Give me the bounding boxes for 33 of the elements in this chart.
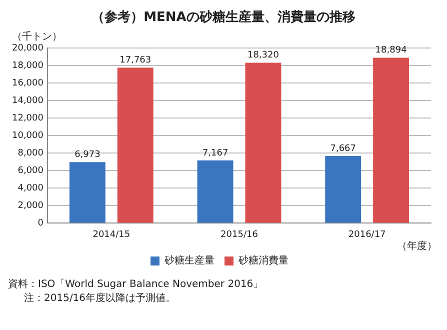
chart-title: （参考）MENAの砂糖生産量、消費量の推移 <box>90 8 356 26</box>
y-axis-title: （千トン） <box>12 30 62 43</box>
legend-label: 砂糖生産量 <box>164 254 214 267</box>
text: 注：2015/16年度以降は予測値。 <box>23 292 177 306</box>
y-tick-label: 12,000 <box>12 113 44 124</box>
y-tick-label: 8,000 <box>18 148 44 158</box>
legend-label: 砂糖消費量 <box>238 254 288 267</box>
y-tick-label: 6,000 <box>18 166 44 176</box>
bar <box>325 156 362 223</box>
y-tick-label: 2,000 <box>18 201 44 212</box>
y-tick-label: 10,000 <box>12 130 44 141</box>
y-tick-label: 16,000 <box>12 78 44 88</box>
bar <box>245 62 282 223</box>
y-tick-label: 14,000 <box>12 96 44 106</box>
x-tick-label: 2014/15 <box>92 230 130 240</box>
y-tick-label: 20,000 <box>12 43 44 54</box>
bar <box>69 162 106 223</box>
data-label: 7,667 <box>330 144 356 154</box>
x-tick-label: 2015/16 <box>220 230 258 240</box>
x-tick-label: 2016/17 <box>348 230 386 240</box>
data-label: 7,167 <box>202 148 228 158</box>
y-tick-label: 0 <box>38 218 44 229</box>
y-tick-label: 18,000 <box>12 60 44 71</box>
data-label: 18,320 <box>247 50 280 61</box>
data-label: 18,894 <box>375 46 408 56</box>
y-tick-label: 4,000 <box>18 184 44 194</box>
bar <box>197 160 234 223</box>
bar <box>373 58 410 223</box>
data-label: 17,763 <box>120 55 152 66</box>
data-label: 6,973 <box>74 150 100 160</box>
text: 資料：ISO「World Sugar Balance November 2016」 <box>8 278 264 292</box>
bar <box>117 68 154 223</box>
x-axis-title: （年度） <box>397 240 437 252</box>
